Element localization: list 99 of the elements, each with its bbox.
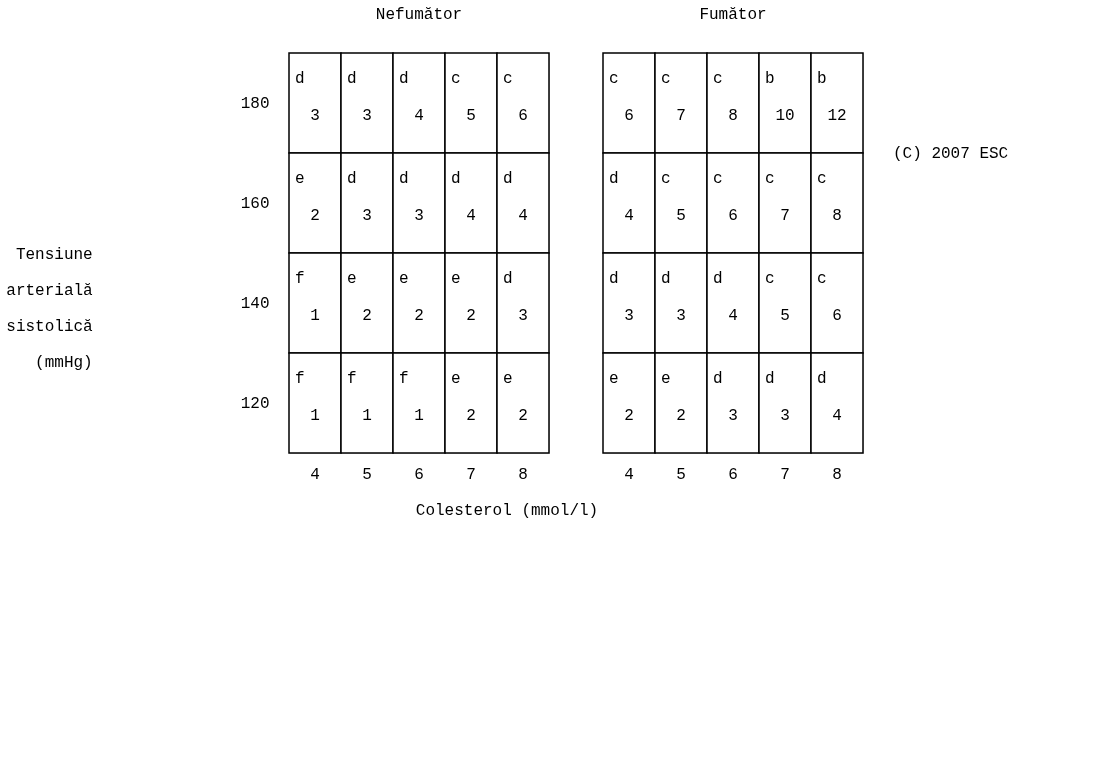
annotation: d [347, 70, 357, 88]
annotation: e [347, 270, 357, 288]
annotation: e [661, 370, 671, 388]
annotation: c [661, 170, 671, 188]
y-axis-title: Tensiune arterială sistolică (mmHg) [6, 245, 94, 372]
data-label: 2 [310, 207, 320, 225]
data-label: 3 [518, 307, 528, 325]
annotation: b [817, 70, 827, 88]
data-label: 4 [466, 207, 476, 225]
annotation: c [713, 170, 723, 188]
chart-title: Fumător [699, 6, 767, 25]
x-tick-label: 4 [310, 465, 320, 484]
chart-title: Nefumător [375, 6, 463, 25]
y-tick-label: 120 [240, 395, 270, 413]
data-label: 2 [362, 307, 372, 325]
data-label: 5 [780, 307, 790, 325]
x-tick-label: 5 [676, 465, 686, 484]
data-label: 3 [362, 107, 372, 125]
annotation: e [451, 370, 461, 388]
annotation: d [295, 70, 305, 88]
annotation: c [817, 270, 827, 288]
annotation: d [399, 70, 409, 88]
annotation: e [399, 270, 409, 288]
annotation: f [295, 370, 305, 388]
data-label: 6 [624, 107, 634, 125]
annotation: d [661, 270, 671, 288]
annotation: c [713, 70, 723, 88]
x-tick-label: 7 [466, 465, 476, 484]
data-label: 10 [775, 107, 795, 125]
annotation: d [713, 270, 723, 288]
annotation: d [609, 270, 619, 288]
annotation: d [503, 270, 513, 288]
text: (C) 2007 ESC [893, 145, 1009, 163]
x-tick-label: 8 [518, 465, 528, 484]
annotation: d [817, 370, 827, 388]
annotation: c [451, 70, 461, 88]
data-label: 1 [362, 407, 372, 425]
annotation: c [609, 70, 619, 88]
annotation: d [399, 170, 409, 188]
data-label: 3 [624, 307, 634, 325]
y-tick-label: 180 [240, 95, 270, 113]
annotation: f [399, 370, 409, 388]
annotation: c [661, 70, 671, 88]
annotation: d [451, 170, 461, 188]
annotation: e [609, 370, 619, 388]
x-tick-label: 6 [414, 465, 424, 484]
annotation: e [451, 270, 461, 288]
annotation: c [765, 270, 775, 288]
data-label: 5 [676, 207, 686, 225]
data-label: 3 [414, 207, 424, 225]
data-label: 12 [827, 107, 847, 125]
data-label: 4 [832, 407, 842, 425]
y-tick-label: 160 [240, 195, 270, 213]
x-tick-label: 8 [832, 465, 842, 484]
data-label: 1 [310, 307, 320, 325]
x-tick-label: 5 [362, 465, 372, 484]
data-label: 6 [518, 107, 528, 125]
annotation: d [765, 370, 775, 388]
x-tick-label: 4 [624, 465, 634, 484]
x-tick-label: 6 [728, 465, 738, 484]
data-label: 4 [728, 307, 738, 325]
x-tick-label: 7 [780, 465, 790, 484]
data-label: 6 [832, 307, 842, 325]
annotation: d [347, 170, 357, 188]
data-label: 7 [780, 207, 790, 225]
annotation: f [347, 370, 357, 388]
data-label: 2 [624, 407, 634, 425]
data-label: 3 [362, 207, 372, 225]
annotation: e [295, 170, 305, 188]
data-label: 3 [780, 407, 790, 425]
data-label: 2 [676, 407, 686, 425]
data-label: 1 [310, 407, 320, 425]
data-label: 2 [466, 407, 476, 425]
data-label: 8 [832, 207, 842, 225]
data-label: 2 [518, 407, 528, 425]
annotation: b [765, 70, 775, 88]
data-label: 1 [414, 407, 424, 425]
data-label: 3 [676, 307, 686, 325]
x-axis-title: Colesterol (mmol/l) [415, 501, 599, 520]
annotation: c [765, 170, 775, 188]
annotation: d [503, 170, 513, 188]
data-label: 2 [466, 307, 476, 325]
data-label: 2 [414, 307, 424, 325]
data-label: 3 [728, 407, 738, 425]
data-label: 6 [728, 207, 738, 225]
annotation: d [713, 370, 723, 388]
annotation: f [295, 270, 305, 288]
annotation: c [503, 70, 513, 88]
data-label: 4 [414, 107, 424, 125]
data-label: 4 [624, 207, 634, 225]
data-label: 7 [676, 107, 686, 125]
data-label: 4 [518, 207, 528, 225]
data-label: 8 [728, 107, 738, 125]
data-label: 3 [310, 107, 320, 125]
annotation: e [503, 370, 513, 388]
annotation: d [609, 170, 619, 188]
y-tick-label: 140 [240, 295, 270, 313]
data-label: 5 [466, 107, 476, 125]
annotation: c [817, 170, 827, 188]
